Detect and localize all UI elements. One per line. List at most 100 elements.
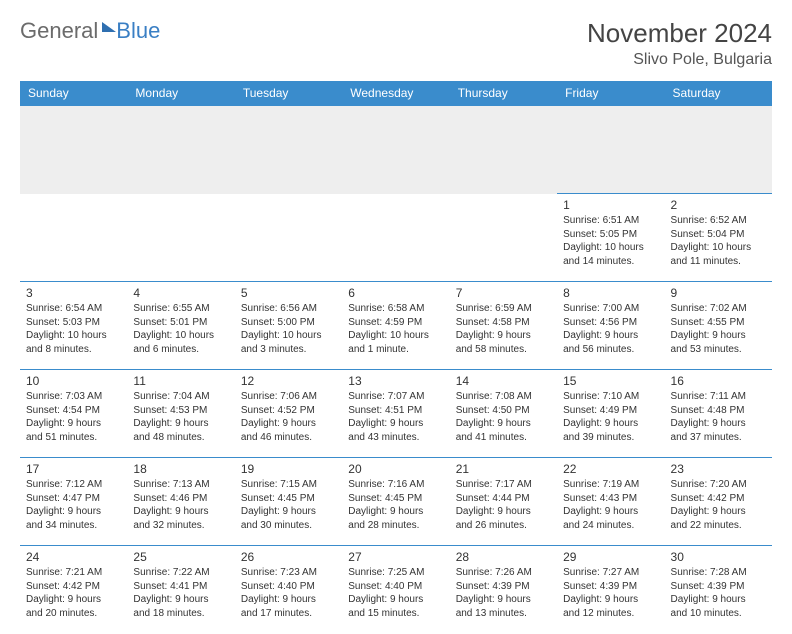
cell-daylight1: Daylight: 10 hours: [26, 329, 121, 343]
calendar-body: 1Sunrise: 6:51 AMSunset: 5:05 PMDaylight…: [20, 106, 772, 634]
cell-sunrise: Sunrise: 7:08 AM: [456, 390, 551, 404]
cell-daylight1: Daylight: 9 hours: [671, 329, 766, 343]
calendar-cell: 1Sunrise: 6:51 AMSunset: 5:05 PMDaylight…: [557, 194, 664, 282]
cell-daylight2: and 14 minutes.: [563, 255, 658, 269]
cell-daylight2: and 8 minutes.: [26, 343, 121, 357]
calendar-cell: 23Sunrise: 7:20 AMSunset: 4:42 PMDayligh…: [665, 458, 772, 546]
weekday-header: Thursday: [450, 81, 557, 106]
cell-sunrise: Sunrise: 7:00 AM: [563, 302, 658, 316]
cell-daylight1: Daylight: 9 hours: [133, 593, 228, 607]
cell-daylight1: Daylight: 9 hours: [348, 593, 443, 607]
cell-daylight2: and 39 minutes.: [563, 431, 658, 445]
cell-daylight2: and 32 minutes.: [133, 519, 228, 533]
cell-daylight1: Daylight: 10 hours: [241, 329, 336, 343]
cell-sunset: Sunset: 4:42 PM: [671, 492, 766, 506]
cell-sunset: Sunset: 4:46 PM: [133, 492, 228, 506]
cell-daylight1: Daylight: 9 hours: [26, 593, 121, 607]
cell-daylight1: Daylight: 9 hours: [241, 417, 336, 431]
calendar-table: Sunday Monday Tuesday Wednesday Thursday…: [20, 81, 772, 634]
day-number: 25: [133, 549, 228, 565]
calendar-cell: 3Sunrise: 6:54 AMSunset: 5:03 PMDaylight…: [20, 282, 127, 370]
cell-sunrise: Sunrise: 7:22 AM: [133, 566, 228, 580]
cell-daylight2: and 30 minutes.: [241, 519, 336, 533]
weekday-header-row: Sunday Monday Tuesday Wednesday Thursday…: [20, 81, 772, 106]
cell-sunrise: Sunrise: 6:51 AM: [563, 214, 658, 228]
cell-sunset: Sunset: 4:44 PM: [456, 492, 551, 506]
cell-daylight1: Daylight: 9 hours: [671, 593, 766, 607]
calendar-cell: 7Sunrise: 6:59 AMSunset: 4:58 PMDaylight…: [450, 282, 557, 370]
cell-daylight2: and 46 minutes.: [241, 431, 336, 445]
cell-sunset: Sunset: 4:45 PM: [348, 492, 443, 506]
cell-daylight2: and 10 minutes.: [671, 607, 766, 621]
day-number: 9: [671, 285, 766, 301]
calendar-cell: 12Sunrise: 7:06 AMSunset: 4:52 PMDayligh…: [235, 370, 342, 458]
title-block: November 2024 Slivo Pole, Bulgaria: [587, 18, 772, 69]
day-number: 7: [456, 285, 551, 301]
cell-sunset: Sunset: 4:54 PM: [26, 404, 121, 418]
month-title: November 2024: [587, 18, 772, 49]
cell-daylight1: Daylight: 9 hours: [348, 505, 443, 519]
cell-daylight2: and 56 minutes.: [563, 343, 658, 357]
day-number: 26: [241, 549, 336, 565]
cell-sunrise: Sunrise: 7:28 AM: [671, 566, 766, 580]
calendar-row: 10Sunrise: 7:03 AMSunset: 4:54 PMDayligh…: [20, 370, 772, 458]
day-number: 21: [456, 461, 551, 477]
cell-daylight1: Daylight: 9 hours: [348, 417, 443, 431]
cell-daylight2: and 11 minutes.: [671, 255, 766, 269]
brand-part2: Blue: [116, 18, 160, 44]
cell-daylight1: Daylight: 9 hours: [456, 593, 551, 607]
cell-sunset: Sunset: 4:45 PM: [241, 492, 336, 506]
cell-daylight2: and 12 minutes.: [563, 607, 658, 621]
cell-sunset: Sunset: 4:48 PM: [671, 404, 766, 418]
cell-sunrise: Sunrise: 7:04 AM: [133, 390, 228, 404]
cell-daylight1: Daylight: 10 hours: [133, 329, 228, 343]
cell-sunrise: Sunrise: 7:17 AM: [456, 478, 551, 492]
cell-sunset: Sunset: 4:56 PM: [563, 316, 658, 330]
cell-daylight1: Daylight: 10 hours: [348, 329, 443, 343]
cell-daylight2: and 26 minutes.: [456, 519, 551, 533]
day-number: 4: [133, 285, 228, 301]
cell-sunrise: Sunrise: 7:10 AM: [563, 390, 658, 404]
cell-daylight2: and 20 minutes.: [26, 607, 121, 621]
calendar-cell: 13Sunrise: 7:07 AMSunset: 4:51 PMDayligh…: [342, 370, 449, 458]
cell-sunset: Sunset: 4:58 PM: [456, 316, 551, 330]
calendar-cell: 9Sunrise: 7:02 AMSunset: 4:55 PMDaylight…: [665, 282, 772, 370]
cell-sunset: Sunset: 4:50 PM: [456, 404, 551, 418]
day-number: 11: [133, 373, 228, 389]
cell-daylight1: Daylight: 9 hours: [563, 329, 658, 343]
cell-sunrise: Sunrise: 7:23 AM: [241, 566, 336, 580]
calendar-cell: [127, 194, 234, 282]
calendar-cell: 2Sunrise: 6:52 AMSunset: 5:04 PMDaylight…: [665, 194, 772, 282]
cell-sunrise: Sunrise: 7:06 AM: [241, 390, 336, 404]
calendar-cell: 26Sunrise: 7:23 AMSunset: 4:40 PMDayligh…: [235, 546, 342, 634]
cell-daylight1: Daylight: 9 hours: [26, 505, 121, 519]
calendar-cell: 22Sunrise: 7:19 AMSunset: 4:43 PMDayligh…: [557, 458, 664, 546]
day-number: 10: [26, 373, 121, 389]
cell-sunset: Sunset: 4:41 PM: [133, 580, 228, 594]
spacer-row: [20, 106, 772, 194]
cell-daylight2: and 3 minutes.: [241, 343, 336, 357]
cell-sunset: Sunset: 4:43 PM: [563, 492, 658, 506]
cell-sunrise: Sunrise: 6:59 AM: [456, 302, 551, 316]
cell-daylight2: and 1 minute.: [348, 343, 443, 357]
cell-daylight2: and 51 minutes.: [26, 431, 121, 445]
cell-sunrise: Sunrise: 7:11 AM: [671, 390, 766, 404]
cell-daylight2: and 58 minutes.: [456, 343, 551, 357]
cell-daylight2: and 53 minutes.: [671, 343, 766, 357]
cell-sunset: Sunset: 5:05 PM: [563, 228, 658, 242]
day-number: 24: [26, 549, 121, 565]
cell-sunrise: Sunrise: 7:25 AM: [348, 566, 443, 580]
cell-daylight1: Daylight: 9 hours: [563, 505, 658, 519]
cell-sunset: Sunset: 4:42 PM: [26, 580, 121, 594]
calendar-row: 24Sunrise: 7:21 AMSunset: 4:42 PMDayligh…: [20, 546, 772, 634]
calendar-cell: 27Sunrise: 7:25 AMSunset: 4:40 PMDayligh…: [342, 546, 449, 634]
brand-triangle-icon: [102, 22, 116, 32]
cell-sunrise: Sunrise: 7:15 AM: [241, 478, 336, 492]
cell-sunset: Sunset: 4:53 PM: [133, 404, 228, 418]
day-number: 28: [456, 549, 551, 565]
day-number: 6: [348, 285, 443, 301]
cell-daylight1: Daylight: 9 hours: [456, 417, 551, 431]
cell-daylight1: Daylight: 9 hours: [26, 417, 121, 431]
cell-daylight2: and 6 minutes.: [133, 343, 228, 357]
cell-sunset: Sunset: 4:40 PM: [241, 580, 336, 594]
